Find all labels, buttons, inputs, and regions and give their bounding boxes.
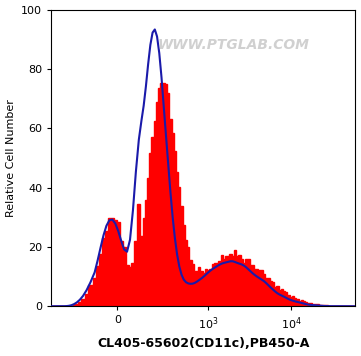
Text: WWW.PTGLAB.COM: WWW.PTGLAB.COM bbox=[158, 38, 310, 52]
X-axis label: CL405-65602(CD11c),PB450-A: CL405-65602(CD11c),PB450-A bbox=[97, 337, 309, 350]
Y-axis label: Relative Cell Number: Relative Cell Number bbox=[5, 99, 16, 217]
Polygon shape bbox=[45, 83, 361, 306]
